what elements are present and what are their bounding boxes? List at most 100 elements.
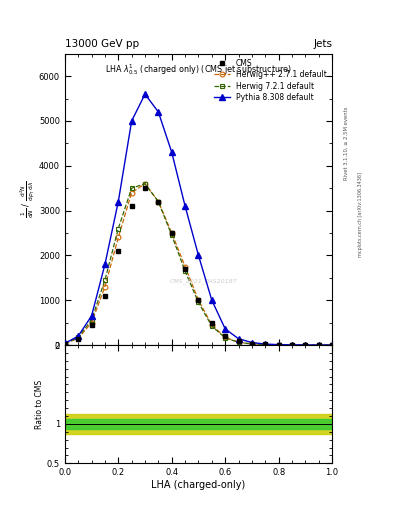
Line: CMS: CMS bbox=[62, 186, 334, 348]
Text: CMS_2021_PAS20187: CMS_2021_PAS20187 bbox=[170, 278, 238, 284]
Pythia 8.308 default bbox=[116, 199, 121, 205]
Herwig 7.2.1 default bbox=[209, 323, 214, 329]
Pythia 8.308 default bbox=[129, 118, 134, 124]
Pythia 8.308 default bbox=[209, 297, 214, 303]
Herwig 7.2.1 default bbox=[276, 342, 281, 348]
Herwig++ 2.7.1 default bbox=[76, 335, 81, 342]
Herwig++ 2.7.1 default bbox=[116, 234, 121, 241]
CMS bbox=[209, 319, 214, 326]
Text: 13000 GeV pp: 13000 GeV pp bbox=[65, 38, 139, 49]
Herwig++ 2.7.1 default bbox=[183, 264, 187, 270]
CMS bbox=[196, 297, 201, 303]
Pythia 8.308 default bbox=[263, 341, 268, 347]
Herwig 7.2.1 default bbox=[156, 199, 161, 205]
Herwig++ 2.7.1 default bbox=[263, 342, 268, 348]
Herwig 7.2.1 default bbox=[250, 341, 254, 347]
Herwig++ 2.7.1 default bbox=[62, 340, 67, 347]
Herwig 7.2.1 default bbox=[89, 317, 94, 323]
Bar bbox=[65, 414, 332, 434]
Pythia 8.308 default bbox=[76, 333, 81, 339]
Herwig 7.2.1 default bbox=[129, 185, 134, 191]
CMS bbox=[316, 342, 321, 348]
CMS bbox=[89, 322, 94, 328]
Herwig 7.2.1 default bbox=[62, 340, 67, 347]
Herwig++ 2.7.1 default bbox=[236, 339, 241, 345]
CMS bbox=[129, 203, 134, 209]
Herwig 7.2.1 default bbox=[290, 342, 294, 348]
CMS bbox=[223, 333, 228, 339]
Pythia 8.308 default bbox=[236, 336, 241, 342]
X-axis label: LHA (charged-only): LHA (charged-only) bbox=[151, 480, 246, 490]
CMS bbox=[263, 342, 268, 348]
Pythia 8.308 default bbox=[89, 313, 94, 319]
Y-axis label: Ratio to CMS: Ratio to CMS bbox=[35, 379, 44, 429]
Herwig++ 2.7.1 default bbox=[290, 342, 294, 348]
Herwig 7.2.1 default bbox=[236, 339, 241, 346]
CMS bbox=[276, 342, 281, 348]
Herwig++ 2.7.1 default bbox=[156, 199, 161, 205]
Pythia 8.308 default bbox=[223, 326, 228, 332]
CMS bbox=[156, 199, 161, 205]
Pythia 8.308 default bbox=[156, 109, 161, 115]
CMS bbox=[330, 342, 334, 348]
Herwig 7.2.1 default bbox=[316, 342, 321, 348]
Herwig++ 2.7.1 default bbox=[103, 284, 107, 290]
Text: mcplots.cern.ch [arXiv:1306.3436]: mcplots.cern.ch [arXiv:1306.3436] bbox=[358, 173, 363, 258]
Herwig 7.2.1 default bbox=[223, 335, 228, 341]
Herwig 7.2.1 default bbox=[196, 300, 201, 306]
Pythia 8.308 default bbox=[290, 342, 294, 348]
Herwig 7.2.1 default bbox=[169, 232, 174, 238]
Herwig++ 2.7.1 default bbox=[316, 342, 321, 348]
Pythia 8.308 default bbox=[183, 203, 187, 209]
CMS bbox=[116, 248, 121, 254]
Herwig 7.2.1 default bbox=[330, 342, 334, 348]
Herwig++ 2.7.1 default bbox=[143, 181, 147, 187]
Herwig++ 2.7.1 default bbox=[169, 230, 174, 236]
Herwig++ 2.7.1 default bbox=[223, 334, 228, 340]
Herwig 7.2.1 default bbox=[143, 181, 147, 187]
Herwig++ 2.7.1 default bbox=[330, 342, 334, 348]
CMS bbox=[236, 338, 241, 345]
Pythia 8.308 default bbox=[169, 150, 174, 156]
Pythia 8.308 default bbox=[196, 252, 201, 259]
Pythia 8.308 default bbox=[276, 342, 281, 348]
Pythia 8.308 default bbox=[303, 342, 308, 348]
Herwig++ 2.7.1 default bbox=[276, 342, 281, 348]
Herwig 7.2.1 default bbox=[303, 342, 308, 348]
Pythia 8.308 default bbox=[250, 339, 254, 346]
Text: Jets: Jets bbox=[313, 38, 332, 49]
CMS bbox=[183, 266, 187, 272]
CMS bbox=[169, 230, 174, 236]
Pythia 8.308 default bbox=[62, 340, 67, 347]
Pythia 8.308 default bbox=[316, 342, 321, 348]
CMS bbox=[62, 340, 67, 347]
Herwig++ 2.7.1 default bbox=[303, 342, 308, 348]
Line: Pythia 8.308 default: Pythia 8.308 default bbox=[62, 91, 335, 348]
Pythia 8.308 default bbox=[103, 261, 107, 267]
Herwig++ 2.7.1 default bbox=[209, 322, 214, 328]
Herwig 7.2.1 default bbox=[116, 225, 121, 231]
CMS bbox=[250, 340, 254, 347]
CMS bbox=[143, 185, 147, 191]
Herwig++ 2.7.1 default bbox=[89, 319, 94, 326]
Line: Herwig++ 2.7.1 default: Herwig++ 2.7.1 default bbox=[62, 181, 334, 348]
Herwig 7.2.1 default bbox=[263, 342, 268, 348]
CMS bbox=[290, 342, 294, 348]
Herwig 7.2.1 default bbox=[183, 268, 187, 274]
Text: LHA $\lambda^{1}_{0.5}$ (charged only) (CMS jet substructure): LHA $\lambda^{1}_{0.5}$ (charged only) (… bbox=[105, 62, 292, 77]
Legend: CMS, Herwig++ 2.7.1 default, Herwig 7.2.1 default, Pythia 8.308 default: CMS, Herwig++ 2.7.1 default, Herwig 7.2.… bbox=[211, 56, 330, 105]
Herwig 7.2.1 default bbox=[76, 334, 81, 340]
Herwig++ 2.7.1 default bbox=[129, 189, 134, 196]
Bar bbox=[65, 419, 332, 429]
Herwig++ 2.7.1 default bbox=[250, 341, 254, 347]
Herwig 7.2.1 default bbox=[103, 277, 107, 283]
CMS bbox=[103, 293, 107, 299]
Herwig++ 2.7.1 default bbox=[196, 297, 201, 303]
Pythia 8.308 default bbox=[143, 91, 147, 97]
Text: Rivet 3.1.10, ≥ 2.5M events: Rivet 3.1.10, ≥ 2.5M events bbox=[344, 106, 349, 180]
CMS bbox=[76, 336, 81, 343]
Line: Herwig 7.2.1 default: Herwig 7.2.1 default bbox=[62, 181, 334, 348]
CMS bbox=[303, 342, 308, 348]
Pythia 8.308 default bbox=[330, 342, 334, 348]
Y-axis label: $\frac{1}{\mathrm{d}N}$ / $\frac{\mathrm{d}^2 N}{\mathrm{d}p_{\mathrm{T}}\,\math: $\frac{1}{\mathrm{d}N}$ / $\frac{\mathrm… bbox=[19, 181, 37, 218]
